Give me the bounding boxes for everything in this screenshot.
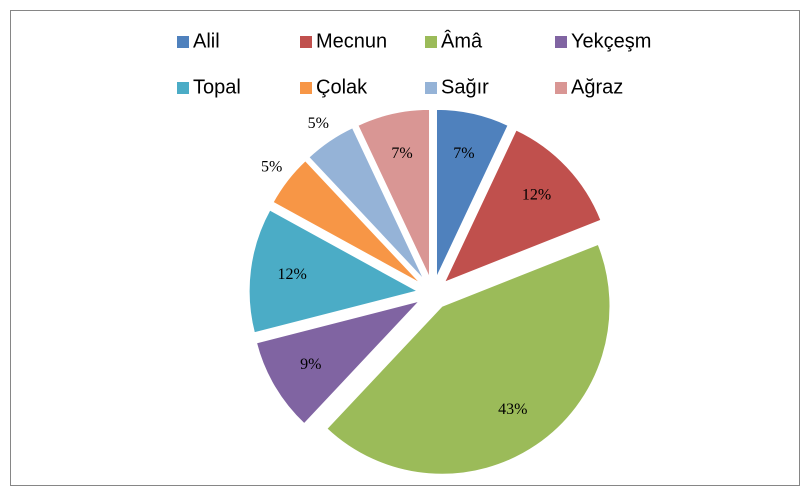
legend-label: Topal — [193, 76, 241, 98]
data-label: 9% — [300, 356, 321, 373]
data-label: 7% — [453, 145, 474, 162]
pie-slice — [248, 209, 419, 334]
data-label: 5% — [261, 159, 282, 176]
legend-swatch — [300, 82, 312, 94]
legend-swatch — [177, 36, 189, 48]
legend-label: Âmâ — [441, 29, 483, 52]
legend-label: Sağır — [441, 76, 489, 98]
legend-label: Alil — [193, 30, 220, 52]
pie-slice — [357, 108, 431, 278]
pie-slice — [443, 129, 602, 283]
data-label: 5% — [308, 115, 329, 132]
legend-swatch — [425, 82, 437, 94]
legend-swatch — [300, 36, 312, 48]
legend-label: Çolak — [316, 76, 368, 98]
pie-slice — [255, 300, 421, 425]
legend-label: Mecnun — [316, 30, 387, 52]
legend-swatch — [555, 36, 567, 48]
data-label: 12% — [522, 186, 551, 203]
legend-swatch — [425, 36, 437, 48]
legend-label: Ağraz — [571, 76, 623, 98]
data-label: 7% — [391, 145, 412, 162]
pie-slice — [272, 160, 421, 284]
pie-slice — [326, 243, 611, 475]
legend-swatch — [555, 82, 567, 94]
legend-swatch — [177, 82, 189, 94]
legend-label: Yekçeşm — [571, 30, 651, 52]
data-label: 43% — [498, 401, 527, 418]
pie-slice — [435, 108, 509, 278]
data-label: 12% — [277, 266, 306, 283]
pie-slice — [308, 127, 425, 281]
